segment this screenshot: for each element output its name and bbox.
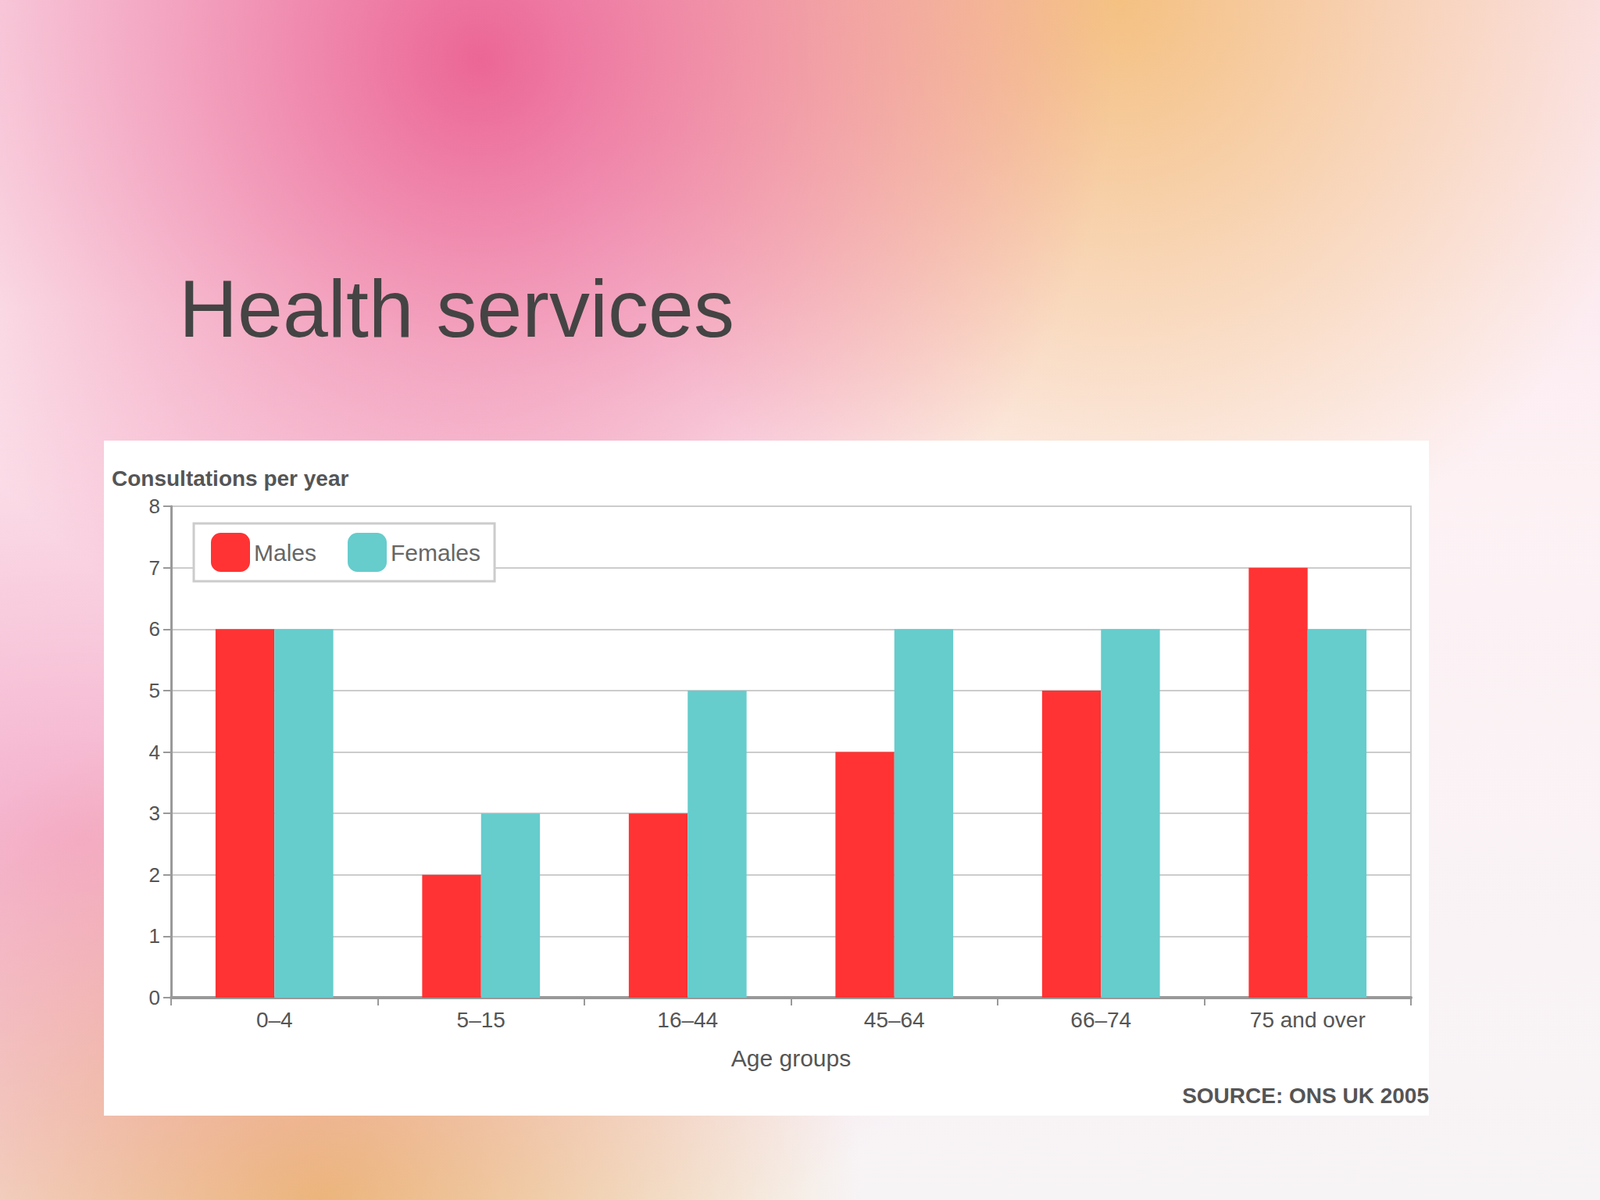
svg-text:2: 2 xyxy=(149,863,161,887)
svg-text:Consultations per year: Consultations per year xyxy=(111,466,350,491)
svg-text:16–44: 16–44 xyxy=(657,1007,718,1033)
svg-text:75 and over: 75 and over xyxy=(1250,1007,1366,1033)
svg-text:0–4: 0–4 xyxy=(256,1007,293,1033)
svg-text:5: 5 xyxy=(149,678,161,703)
svg-text:8: 8 xyxy=(149,494,161,518)
svg-text:66–74: 66–74 xyxy=(1070,1007,1132,1033)
svg-text:Females: Females xyxy=(390,539,481,566)
svg-text:45–64: 45–64 xyxy=(864,1007,925,1033)
svg-text:Males: Males xyxy=(253,539,317,566)
svg-text:SOURCE: ONS UK 2005: SOURCE: ONS UK 2005 xyxy=(1182,1083,1429,1108)
svg-text:Age groups: Age groups xyxy=(731,1045,851,1072)
svg-text:5–15: 5–15 xyxy=(457,1007,506,1033)
svg-text:6: 6 xyxy=(149,617,161,641)
svg-text:4: 4 xyxy=(149,740,161,765)
svg-text:0: 0 xyxy=(149,985,161,1010)
svg-text:1: 1 xyxy=(149,924,161,948)
html-text:Health services: Health services xyxy=(178,263,735,354)
svg-text:3: 3 xyxy=(149,801,161,825)
svg-text:7: 7 xyxy=(149,556,161,580)
